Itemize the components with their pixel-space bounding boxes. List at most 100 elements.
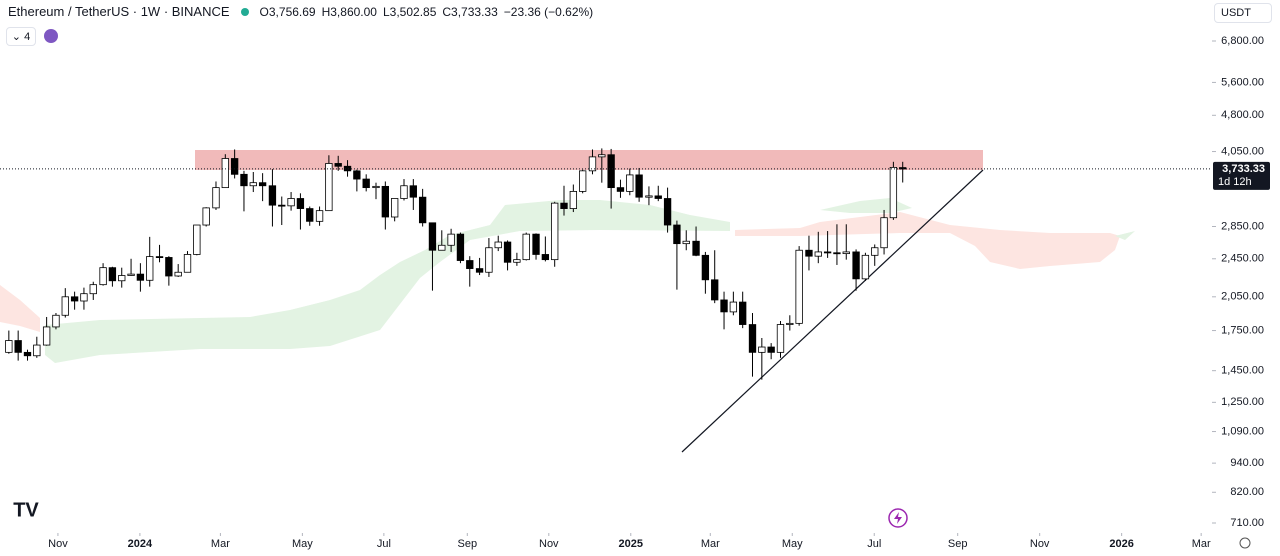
candle-body [456, 233, 465, 261]
currency: USDT [1221, 7, 1251, 19]
candle-body [899, 167, 907, 170]
candle-body [306, 208, 314, 222]
candle-body [80, 293, 88, 302]
candle-body [786, 322, 794, 325]
x-tick-label: May [782, 538, 803, 550]
candle-body [52, 314, 60, 328]
x-tick-label: 2025 [619, 538, 643, 550]
candle-body [598, 154, 606, 158]
candle-body [362, 178, 370, 189]
ohlc-value: H3,860.00 [321, 4, 377, 19]
candle-body [852, 251, 860, 280]
candle-body [315, 210, 324, 222]
candle-body [325, 163, 333, 212]
candle-body [739, 301, 747, 325]
y-tick-label: 2,850.00 [1221, 220, 1264, 232]
cloud-bearish [0, 285, 40, 332]
ohlc-value: L3,502.85 [382, 4, 437, 19]
candle-body [5, 340, 13, 353]
candle-body [889, 166, 898, 219]
symbol-header: Ethereum / TetherUS · 1W · BINANCE O3,75… [8, 4, 593, 19]
indicator-toggle[interactable]: ⌄ 4 [6, 27, 36, 46]
candle-body [136, 273, 145, 281]
x-tick-label: Mar [701, 538, 720, 550]
candle-body [663, 198, 672, 226]
x-tick-label: 2024 [128, 538, 153, 550]
y-tick-label: 820.00 [1230, 486, 1264, 498]
candle-body [23, 351, 32, 357]
candle-body [569, 190, 578, 209]
candle-body [626, 174, 634, 192]
candle-body [372, 185, 380, 189]
candle-body [287, 198, 295, 207]
candle-body [268, 185, 277, 206]
ohlc-value: −23.36 (−0.62%) [503, 4, 594, 19]
candle-body [579, 170, 587, 192]
candle-body [212, 187, 220, 209]
candle-body [513, 259, 521, 263]
x-tick-label: Jul [377, 538, 391, 550]
candle-body [541, 254, 550, 261]
y-tick-label: 4,050.00 [1221, 145, 1264, 157]
trend-line [681, 169, 984, 453]
candle-body [146, 256, 154, 281]
candle-body [833, 252, 841, 255]
candle-body [390, 198, 399, 218]
x-tick-label: May [292, 538, 313, 550]
x-tick-label: Nov [48, 538, 68, 550]
candle-body [400, 185, 408, 199]
candle-body [155, 256, 164, 259]
candle-body [767, 346, 775, 353]
candle-body [635, 174, 643, 198]
candle-body [692, 240, 700, 256]
candle-body [551, 202, 559, 261]
settings-icon[interactable] [1239, 537, 1251, 549]
candle-body [202, 207, 210, 226]
candle-body [334, 163, 342, 167]
candle-body [823, 251, 832, 254]
candle-body [174, 271, 182, 277]
candle-body [89, 284, 97, 295]
y-tick-label: 1,750.00 [1221, 324, 1264, 336]
candles [5, 148, 907, 380]
candle-body [278, 204, 286, 207]
ohlc-value: C3,733.33 [442, 4, 498, 19]
currency-button[interactable]: USDT [1214, 3, 1272, 23]
candle-body [230, 158, 239, 175]
candle-body [729, 301, 738, 313]
candle-body [418, 196, 427, 224]
candle-body [258, 182, 267, 187]
x-tick-label: 2026 [1109, 538, 1133, 550]
y-tick-label: 4,800.00 [1221, 109, 1264, 121]
candle-body [682, 240, 690, 245]
candle-body [99, 267, 107, 286]
candle-body [871, 247, 879, 256]
y-tick-label: 1,090.00 [1221, 425, 1264, 437]
candle-body [409, 185, 417, 198]
candle-body [748, 324, 757, 353]
candle-body [616, 187, 625, 192]
candle-body [485, 247, 493, 273]
y-tick-label: 2,450.00 [1221, 253, 1264, 265]
candle-body [118, 275, 126, 282]
sync-icon[interactable] [44, 29, 58, 43]
candle-body [193, 224, 201, 255]
candle-body [438, 244, 446, 251]
alert-icon[interactable] [888, 508, 908, 528]
alert-icon-bolt [894, 512, 902, 524]
y-tick-label: 940.00 [1230, 457, 1264, 469]
candle-body [758, 346, 766, 353]
candle-body [880, 217, 888, 249]
x-tick-label: Mar [1192, 538, 1211, 550]
candle-body [711, 279, 719, 301]
cloud-bearish [735, 212, 1120, 269]
y-tick-label: 1,250.00 [1221, 396, 1264, 408]
x-tick-label: Nov [539, 538, 559, 550]
y-tick-label: 5,600.00 [1221, 76, 1264, 88]
candle-body [165, 257, 173, 277]
candle-body [33, 344, 41, 357]
status-dot [240, 7, 249, 16]
candle-body [381, 185, 389, 218]
